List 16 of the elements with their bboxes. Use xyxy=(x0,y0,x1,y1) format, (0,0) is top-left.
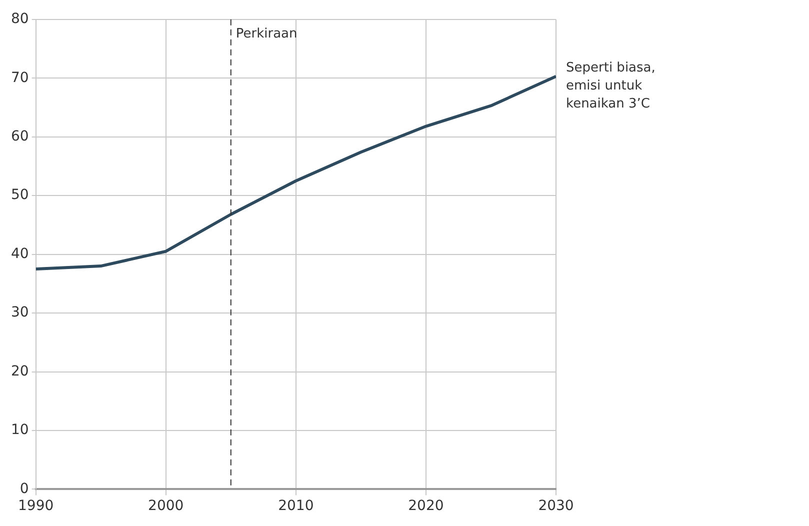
x-tick-label: 2000 xyxy=(148,498,184,514)
y-tick-label: 60 xyxy=(10,128,29,144)
y-tick-label: 70 xyxy=(10,70,29,86)
ref-line-label: Perkiraan xyxy=(236,26,298,42)
y-tick-label: 10 xyxy=(10,422,29,438)
x-tick-label: 2010 xyxy=(278,498,314,514)
y-tick-label: 40 xyxy=(10,246,29,262)
x-tick-label: 1990 xyxy=(18,498,54,514)
y-tick-label: 50 xyxy=(10,187,29,204)
y-tick-label: 0 xyxy=(20,480,29,497)
x-tick-label: 2030 xyxy=(538,498,574,514)
y-tick-label: 80 xyxy=(10,11,29,28)
x-tick-label: 2020 xyxy=(408,498,444,514)
annotation: Seperti biasa, emisi untuk kenaikan 3’C xyxy=(566,60,656,112)
y-tick-label: 30 xyxy=(10,304,29,321)
y-tick-label: 20 xyxy=(10,363,29,380)
